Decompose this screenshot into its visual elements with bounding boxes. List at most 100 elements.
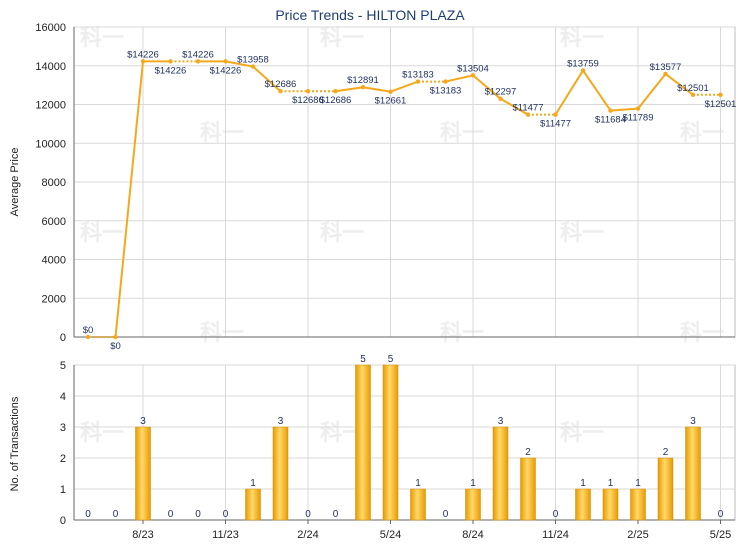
x-tick-label: 11/24 — [542, 529, 569, 541]
transactions-bar — [245, 488, 261, 521]
transactions-data-label: 3 — [690, 416, 696, 427]
price-series — [85, 59, 723, 340]
price-data-label: $12686 — [265, 79, 297, 90]
price-data-label: $0 — [83, 325, 94, 336]
price-data-label: $11684 — [595, 115, 626, 126]
price-point — [415, 79, 421, 84]
price-line-segment — [252, 65, 282, 92]
price-line-segment — [582, 69, 612, 112]
price-data-label: $13504 — [457, 63, 489, 74]
transactions-data-label: 0 — [305, 509, 311, 520]
transactions-data-label: 0 — [553, 509, 559, 520]
x-tick-label: 2/24 — [297, 529, 318, 541]
transactions-bar — [410, 488, 426, 521]
transactions-y-axis: 0 1 2 3 4 5 — [60, 360, 66, 527]
svg-text:科一: 科一 — [200, 121, 244, 146]
price-data-label: $13759 — [567, 58, 599, 69]
price-line-segment — [637, 73, 667, 110]
svg-text:科一: 科一 — [320, 26, 364, 51]
price-point — [443, 79, 448, 84]
transactions-data-label: 0 — [443, 509, 449, 520]
transactions-series — [135, 364, 701, 521]
price-point — [553, 112, 558, 117]
svg-text:科一: 科一 — [680, 321, 724, 346]
transactions-data-label: 3 — [278, 416, 284, 427]
transactions-bar — [630, 488, 646, 521]
price-data-labels: $0$0$14226$14226$14226$14226$13958$12686… — [83, 49, 737, 352]
x-tick-label: 5/25 — [710, 529, 731, 541]
transactions-data-label: 0 — [333, 509, 339, 520]
price-data-label: $13958 — [237, 55, 269, 66]
transactions-data-label: 0 — [223, 509, 229, 520]
price-panel: 0 2000 4000 6000 8000 10000 12000 14000 16000 $0… — [9, 22, 736, 352]
transactions-bar — [657, 457, 674, 521]
price-y-tick-label: 14000 — [35, 61, 66, 73]
transactions-data-label: 3 — [140, 416, 146, 427]
price-point — [498, 96, 503, 101]
price-data-label: $12501 — [677, 83, 709, 94]
price-data-label: $11477 — [540, 119, 571, 130]
chart-title: Price Trends - HILTON PLAZA — [275, 7, 465, 23]
transactions-data-label: 1 — [415, 478, 421, 489]
transactions-y-tick-label: 3 — [60, 422, 66, 434]
price-point — [470, 73, 476, 78]
price-point — [168, 59, 173, 64]
transactions-bar — [575, 488, 591, 521]
transactions-data-label: 2 — [525, 447, 531, 458]
transactions-bar — [602, 488, 619, 521]
price-point — [140, 59, 146, 64]
svg-text:科一: 科一 — [80, 26, 124, 51]
price-point — [278, 89, 283, 94]
price-y-tick-label: 10000 — [35, 138, 66, 150]
transactions-panel: 0 1 2 3 4 5 0 0 3 0 0 0 1 3 0 0 5 5 1 0 1 3 2 0 1 1 1 2 3 0 8/23 11/2… — [9, 354, 736, 541]
price-point — [250, 64, 256, 69]
x-tick-label: 8/23 — [132, 529, 153, 541]
transactions-y-tick-label: 2 — [60, 453, 66, 465]
transactions-y-axis-title: No. of Transactions — [9, 396, 21, 491]
svg-text:科一: 科一 — [440, 121, 484, 146]
transactions-y-tick-label: 0 — [60, 515, 66, 527]
price-point — [195, 59, 201, 64]
price-data-label: $12686 — [292, 95, 324, 106]
svg-text:科一: 科一 — [320, 221, 364, 246]
price-data-label: $12686 — [320, 95, 352, 106]
price-point — [85, 334, 91, 340]
price-y-tick-label: 4000 — [42, 255, 66, 267]
svg-text:科一: 科一 — [440, 321, 484, 346]
price-data-label: $0 — [110, 341, 121, 352]
transactions-data-label: 1 — [250, 478, 256, 489]
price-data-label: $13183 — [430, 86, 462, 97]
price-y-tick-label: 6000 — [42, 216, 66, 228]
svg-text:科一: 科一 — [560, 26, 604, 51]
price-y-tick-label: 8000 — [42, 177, 66, 189]
price-point — [388, 89, 393, 94]
price-point — [525, 112, 531, 117]
transactions-data-label: 0 — [718, 509, 724, 520]
transactions-data-label: 1 — [608, 478, 614, 489]
price-point — [113, 334, 118, 340]
price-line-segment — [445, 74, 474, 83]
transactions-x-axis: 8/23 11/23 2/24 5/24 8/24 11/24 2/25 5/25 — [132, 520, 731, 541]
price-data-label: $11789 — [623, 113, 654, 124]
price-point — [608, 108, 613, 113]
price-line-segment — [362, 86, 391, 93]
price-data-label: $12501 — [705, 99, 737, 110]
x-tick-label: 2/25 — [627, 529, 648, 541]
price-line-segment — [390, 80, 419, 93]
transactions-data-label: 3 — [498, 416, 504, 427]
transactions-bar — [382, 364, 399, 521]
transactions-data-label: 0 — [195, 509, 201, 520]
price-y-tick-label: 16000 — [35, 22, 66, 34]
price-line-segment — [114, 61, 144, 338]
price-data-label: $14226 — [210, 65, 242, 76]
price-point — [360, 85, 366, 90]
price-data-label: $14226 — [127, 49, 159, 60]
price-line-segment — [554, 69, 584, 116]
transactions-data-labels: 0 0 3 0 0 0 1 3 0 0 5 5 1 0 1 3 2 0 1 1 1 2 3 0 — [85, 354, 724, 520]
transactions-data-label: 0 — [85, 509, 91, 520]
price-data-label: $12891 — [347, 75, 379, 86]
transactions-y-tick-label: 5 — [60, 360, 66, 372]
transactions-data-label: 1 — [580, 478, 586, 489]
price-data-label: $14226 — [155, 65, 187, 76]
